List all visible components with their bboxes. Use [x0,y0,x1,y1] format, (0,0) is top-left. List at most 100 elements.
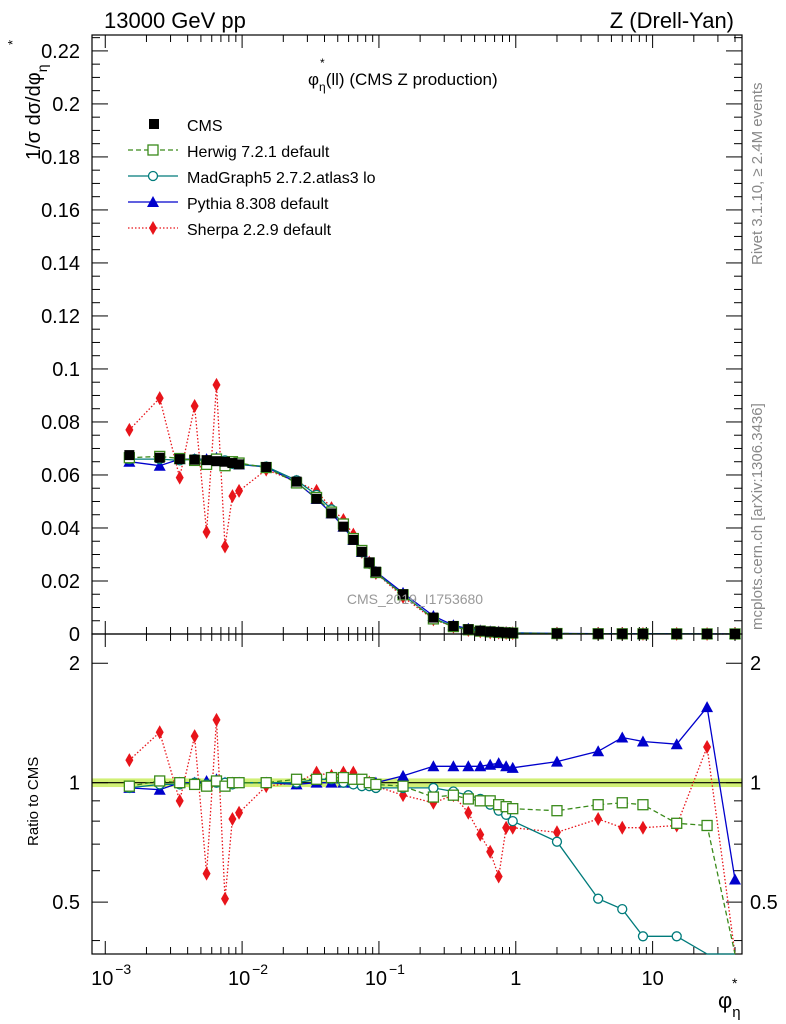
sherpa-data-point [125,753,134,768]
ratio-series-layer [123,701,742,955]
madgraph5-data-point [593,893,604,904]
sherpa-series-line [128,719,736,955]
pythia-data-point [153,459,166,471]
plot-title-rest: (ll) (CMS Z production) [326,70,498,89]
cms-data-point [201,455,212,466]
cms-data-point [448,621,459,632]
pythia-data-point [492,757,505,769]
herwig-data-point [616,797,628,809]
sherpa-data-point [618,820,627,835]
cms-data-point [227,458,238,469]
herwig-data-point [397,780,409,792]
legend-item-herwig: Herwig 7.2.1 default [128,144,330,161]
y-tick-label: 0.1 [52,359,80,381]
cms-data-point [291,476,302,487]
sherpa-data-point [703,740,712,755]
sherpa-data-point [221,539,230,554]
cms-data-point [326,508,337,519]
pythia-data-point [397,769,410,781]
sherpa-data-point [125,422,134,437]
cms-data-point [493,627,504,638]
sherpa-data-point [190,399,199,414]
madgraph5-data-point [637,931,649,942]
herwig-data-point [462,793,474,805]
herwig-data-point [233,777,245,789]
pythia-data-point [447,760,460,772]
sherpa-data-point [228,811,237,826]
pythia-data-point [427,760,440,772]
process-label: Z (Drell-Yan) [610,8,734,33]
y-tick-label: 0.02 [41,571,80,593]
y-tick-label: 0.16 [41,200,80,222]
rivet-version-label: Rivet 3.1.10, ≥ 2.4M events [749,83,766,266]
cms-data-point [220,456,231,467]
herwig-data-point [592,799,604,811]
herwig-data-point [310,773,323,785]
cms-data-point [370,566,381,577]
sherpa-data-point [202,866,211,881]
pythia-data-point [592,745,605,757]
plot-title-eta: η [319,80,326,94]
herwig-data-point [447,789,460,801]
herwig-data-point [154,775,166,787]
legend-label-herwig: Herwig 7.2.1 default [187,144,330,161]
sherpa-data-point [175,470,184,485]
sherpa-data-point [594,811,603,826]
herwig-data-point [427,791,440,803]
legend-label-madgraph: MadGraph5 2.7.2.atlas3 lo [187,170,376,187]
cms-data-point [189,454,200,465]
pythia-data-point [506,761,519,773]
madgraph5-data-point [617,904,628,915]
y-tick-label: 0.2 [52,94,80,116]
y-tick-label: 0.14 [41,253,80,275]
x-tick-label: 10 [641,968,663,990]
legend-marker-cms [149,119,159,129]
cms-data-point [485,626,496,637]
pythia-data-point [636,735,649,747]
y-tick-label: 0 [69,624,80,646]
sherpa-data-point [476,827,485,842]
x-tick-label: 10 [91,968,113,990]
cms-data-point [311,493,322,504]
sherpa-data-point [228,489,237,504]
x-tick-label: 1 [510,968,521,990]
sherpa-data-point [190,729,199,744]
cms-data-point [501,627,512,638]
mcplots-label: mcplots.cern.ch [arXiv:1306.3436] [749,403,766,630]
plot-title-phi: φ [308,70,319,89]
cms-data-point [463,624,474,635]
legend-item-pythia: Pythia 8.308 default [128,196,329,213]
ratio-y-tick-label-left: 1 [69,773,80,795]
x-tick-label: 10 [228,968,250,990]
cms-data-point [475,625,486,636]
analysis-id-label: CMS_2019_I1753680 [347,591,483,607]
pythia-data-point [616,731,629,743]
herwig-data-point [474,795,486,807]
plot-title-star: * [320,56,325,70]
ratio-panel: 10 −3 10 −2 10 −1 1 100.5 0.51 12 2 Ratio to CMS φ… [25,633,778,1021]
y-tick-label: 0.18 [41,147,80,169]
ratio-y-axis-label: Ratio to CMS [25,757,42,846]
plot-title: φη(ll) (CMS Z production) [308,70,498,94]
herwig-data-point [174,777,186,789]
herwig-data-point [188,778,201,791]
cms-data-point [428,612,439,623]
legend-marker-herwig [147,144,159,156]
sherpa-data-point [494,869,503,884]
ratio-y-tick-label-right: 2 [750,653,761,675]
sherpa-data-point [552,825,561,840]
sherpa-data-point [235,483,244,498]
main-y-axis-label-main: 1/σ dσ/dφ [23,72,45,160]
x-axis-label-eta: η [732,1004,740,1021]
pythia-data-point [550,755,563,767]
legend-item-cms: CMS [149,118,223,135]
legend-marker-sherpa [149,221,157,235]
cms-data-point [364,557,375,568]
madgraph5-data-point [428,782,439,794]
herwig-series-line [129,455,735,635]
y-tick-label: 0.06 [41,465,80,487]
cms-data-point [211,456,222,467]
herwig-data-point [637,799,649,811]
x-tick-label-exponent: −1 [389,961,405,977]
legend-marker-madgraph [147,170,159,182]
